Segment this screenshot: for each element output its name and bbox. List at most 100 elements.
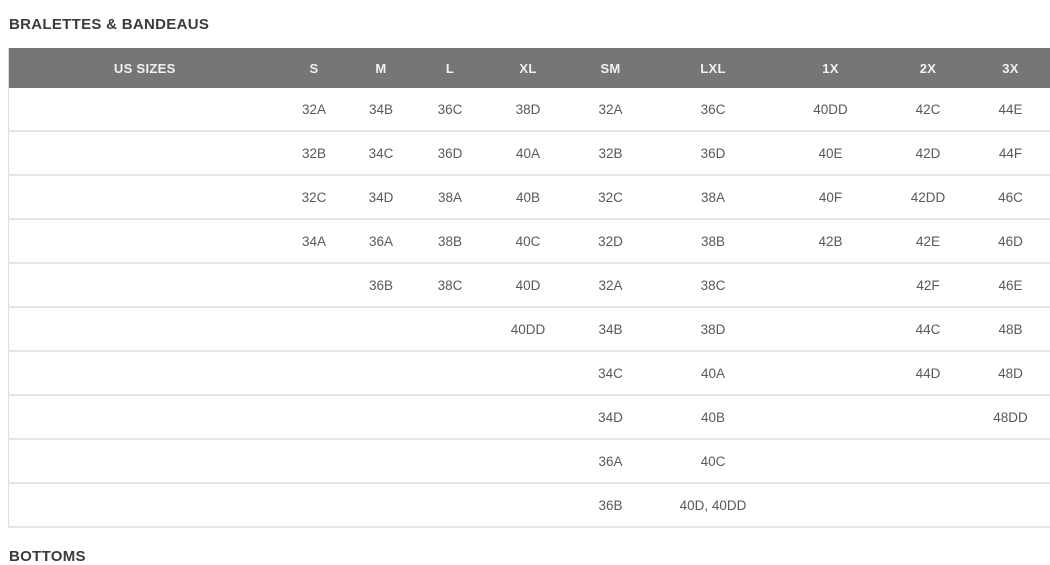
size-cell bbox=[8, 88, 281, 132]
size-cell: 36B bbox=[570, 483, 651, 528]
size-cell: 40F bbox=[775, 175, 886, 220]
size-cell: 40B bbox=[650, 395, 776, 440]
table-row: 40DD 34B 38D 44C 48B bbox=[8, 307, 1050, 352]
size-cell: 46D bbox=[970, 219, 1050, 264]
size-cell bbox=[485, 483, 571, 528]
size-cell: 38A bbox=[650, 175, 776, 220]
size-cell bbox=[885, 439, 971, 484]
size-cell bbox=[414, 307, 486, 352]
size-cell bbox=[885, 483, 971, 528]
size-cell: 38B bbox=[650, 219, 776, 264]
column-header-sm: SM bbox=[570, 48, 651, 88]
size-cell bbox=[485, 351, 571, 396]
size-cell bbox=[8, 263, 281, 308]
size-cell: 36C bbox=[650, 88, 776, 132]
size-cell: 40D, 40DD bbox=[650, 483, 776, 528]
size-cell: 36D bbox=[414, 131, 486, 176]
column-header-3x: 3X bbox=[970, 48, 1050, 88]
table-row: 36A 40C bbox=[8, 439, 1050, 484]
size-cell: 38B bbox=[414, 219, 486, 264]
size-cell: 32C bbox=[280, 175, 348, 220]
size-cell bbox=[347, 351, 415, 396]
size-cell bbox=[8, 219, 281, 264]
size-cell: 38A bbox=[414, 175, 486, 220]
section-title-bralettes-bandeaus: BRALETTES & BANDEAUS bbox=[9, 16, 210, 33]
column-header-xl: XL bbox=[485, 48, 571, 88]
size-cell bbox=[485, 395, 571, 440]
size-cell: 36B bbox=[347, 263, 415, 308]
size-cell: 38D bbox=[485, 88, 571, 132]
size-cell bbox=[775, 351, 886, 396]
size-cell: 32B bbox=[280, 131, 348, 176]
size-cell bbox=[414, 439, 486, 484]
size-cell bbox=[8, 483, 281, 528]
size-cell bbox=[414, 395, 486, 440]
size-cell: 32C bbox=[570, 175, 651, 220]
size-cell bbox=[885, 395, 971, 440]
size-cell: 32A bbox=[280, 88, 348, 132]
size-cell: 48B bbox=[970, 307, 1050, 352]
size-cell: 40C bbox=[485, 219, 571, 264]
size-cell: 32A bbox=[570, 263, 651, 308]
size-cell bbox=[970, 483, 1050, 528]
column-header-us-sizes: US SIZES bbox=[8, 48, 281, 88]
size-cell bbox=[347, 395, 415, 440]
size-cell: 32D bbox=[570, 219, 651, 264]
size-cell bbox=[414, 351, 486, 396]
size-cell: 46C bbox=[970, 175, 1050, 220]
size-cell: 34B bbox=[347, 88, 415, 132]
size-cell: 38C bbox=[414, 263, 486, 308]
size-cell bbox=[280, 483, 348, 528]
size-cell: 42C bbox=[885, 88, 971, 132]
size-cell: 38C bbox=[650, 263, 776, 308]
table-row: 32B 34C 36D 40A 32B 36D 40E 42D 44F bbox=[8, 131, 1050, 176]
size-cell: 36C bbox=[414, 88, 486, 132]
size-cell bbox=[970, 439, 1050, 484]
size-cell: 36D bbox=[650, 131, 776, 176]
size-chart-body: 32A 34B 36C 38D 32A 36C 40DD 42C 44E 32B 34C 36D 40A… bbox=[8, 88, 1050, 528]
table-row: 36B 40D, 40DD bbox=[8, 483, 1050, 528]
size-cell: 44C bbox=[885, 307, 971, 352]
table-header-row: US SIZES S M L XL SM LXL 1X 2X 3X bbox=[8, 48, 1050, 88]
table-row: 34A 36A 38B 40C 32D 38B 42B 42E 46D bbox=[8, 219, 1050, 264]
size-cell: 34D bbox=[347, 175, 415, 220]
size-cell: 42B bbox=[775, 219, 886, 264]
size-cell: 48DD bbox=[970, 395, 1050, 440]
size-cell bbox=[8, 307, 281, 352]
size-cell bbox=[775, 307, 886, 352]
size-cell: 40A bbox=[485, 131, 571, 176]
size-cell bbox=[8, 395, 281, 440]
size-cell bbox=[775, 395, 886, 440]
size-cell: 32B bbox=[570, 131, 651, 176]
table-row: 36B 38C 40D 32A 38C 42F 46E bbox=[8, 263, 1050, 308]
size-cell bbox=[8, 351, 281, 396]
size-cell: 40B bbox=[485, 175, 571, 220]
size-cell: 38D bbox=[650, 307, 776, 352]
size-cell bbox=[347, 483, 415, 528]
table-row: 32C 34D 38A 40B 32C 38A 40F 42DD 46C bbox=[8, 175, 1050, 220]
size-cell: 34A bbox=[280, 219, 348, 264]
size-cell: 36A bbox=[347, 219, 415, 264]
section-title-bottoms: BOTTOMS bbox=[9, 548, 86, 565]
size-cell: 34D bbox=[570, 395, 651, 440]
size-cell bbox=[280, 351, 348, 396]
size-cell: 34C bbox=[570, 351, 651, 396]
size-cell: 42D bbox=[885, 131, 971, 176]
size-cell: 34B bbox=[570, 307, 651, 352]
size-cell bbox=[775, 483, 886, 528]
size-cell: 42F bbox=[885, 263, 971, 308]
size-cell: 40E bbox=[775, 131, 886, 176]
size-cell bbox=[8, 439, 281, 484]
size-cell: 36A bbox=[570, 439, 651, 484]
size-cell: 32A bbox=[570, 88, 651, 132]
size-cell: 42E bbox=[885, 219, 971, 264]
size-cell: 46E bbox=[970, 263, 1050, 308]
size-cell bbox=[347, 307, 415, 352]
size-cell bbox=[775, 263, 886, 308]
size-cell bbox=[280, 439, 348, 484]
table-row: 34C 40A 44D 48D bbox=[8, 351, 1050, 396]
size-cell: 42DD bbox=[885, 175, 971, 220]
size-cell bbox=[8, 131, 281, 176]
column-header-m: M bbox=[347, 48, 415, 88]
size-cell: 48D bbox=[970, 351, 1050, 396]
